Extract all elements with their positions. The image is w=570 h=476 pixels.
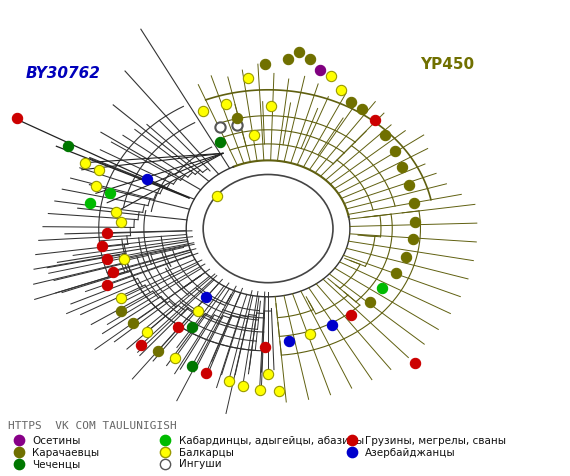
Point (347, 448, 356, 456)
Point (283, 55, 292, 63)
Point (295, 49, 304, 56)
Point (284, 337, 294, 345)
Text: Карачаевцы: Карачаевцы (32, 447, 99, 457)
Point (97, 243, 106, 250)
Point (201, 370, 210, 377)
Point (94, 166, 103, 174)
Text: Грузины, мегрелы, сваны: Грузины, мегрелы, сваны (365, 436, 506, 446)
Point (398, 164, 407, 171)
Point (306, 331, 315, 338)
Point (173, 324, 182, 331)
Point (111, 208, 120, 216)
Point (347, 98, 356, 105)
Point (306, 55, 315, 63)
Point (117, 295, 126, 302)
Point (410, 359, 420, 367)
Text: Ингуши: Ингуши (179, 459, 222, 469)
Point (224, 377, 233, 385)
Point (86, 199, 95, 207)
Point (233, 114, 242, 122)
Point (409, 199, 418, 207)
Point (410, 218, 420, 225)
Text: Осетины: Осетины (32, 436, 80, 446)
Point (260, 60, 270, 68)
Point (201, 293, 210, 301)
Point (120, 255, 129, 263)
Point (337, 86, 346, 94)
Point (188, 324, 197, 331)
Point (215, 124, 225, 131)
Point (14, 448, 23, 456)
Point (221, 100, 230, 108)
Point (14, 436, 23, 444)
Point (193, 307, 202, 315)
Point (377, 285, 386, 292)
Point (315, 66, 324, 73)
Text: BY30762: BY30762 (25, 66, 100, 81)
Point (103, 229, 112, 237)
Point (250, 131, 259, 139)
Point (381, 132, 390, 139)
Point (255, 386, 264, 394)
Point (327, 72, 336, 79)
Point (153, 347, 162, 355)
Point (244, 74, 253, 82)
Text: YP450: YP450 (421, 57, 475, 72)
Point (260, 343, 270, 351)
Point (392, 269, 401, 277)
Text: Балкарцы: Балкарцы (179, 447, 234, 457)
Point (402, 253, 411, 261)
Point (188, 362, 197, 370)
Point (198, 107, 207, 115)
Point (215, 138, 225, 145)
Text: Азербайджанцы: Азербайджанцы (365, 447, 456, 457)
Point (117, 218, 126, 225)
Point (275, 387, 284, 395)
Point (327, 321, 336, 329)
Point (103, 255, 112, 263)
Point (117, 307, 126, 315)
Point (142, 175, 151, 183)
Point (136, 341, 145, 348)
Point (63, 142, 72, 150)
Circle shape (203, 175, 333, 283)
Point (108, 268, 117, 276)
Point (370, 117, 380, 124)
Point (14, 460, 23, 467)
Point (347, 311, 356, 318)
Text: Чеченцы: Чеченцы (32, 459, 80, 469)
Point (161, 436, 170, 444)
Point (408, 236, 417, 243)
Point (213, 192, 222, 199)
Point (266, 102, 275, 110)
Point (105, 189, 115, 197)
Point (161, 448, 170, 456)
Point (390, 147, 400, 155)
Point (233, 121, 242, 129)
Point (128, 319, 137, 327)
Point (238, 382, 247, 390)
Text: Кабардинцы, адыгейцы, абазины: Кабардинцы, адыгейцы, абазины (179, 436, 364, 446)
Point (365, 298, 374, 305)
Point (347, 436, 356, 444)
Point (263, 371, 272, 378)
Point (13, 114, 22, 122)
Point (103, 281, 112, 289)
Point (405, 181, 414, 189)
Point (170, 354, 180, 362)
Point (142, 328, 151, 336)
Text: HTTPS  VK COM TAULUNIGISH: HTTPS VK COM TAULUNIGISH (9, 420, 177, 430)
Point (80, 159, 89, 167)
Point (161, 460, 170, 467)
Point (91, 182, 100, 190)
Point (358, 105, 367, 112)
